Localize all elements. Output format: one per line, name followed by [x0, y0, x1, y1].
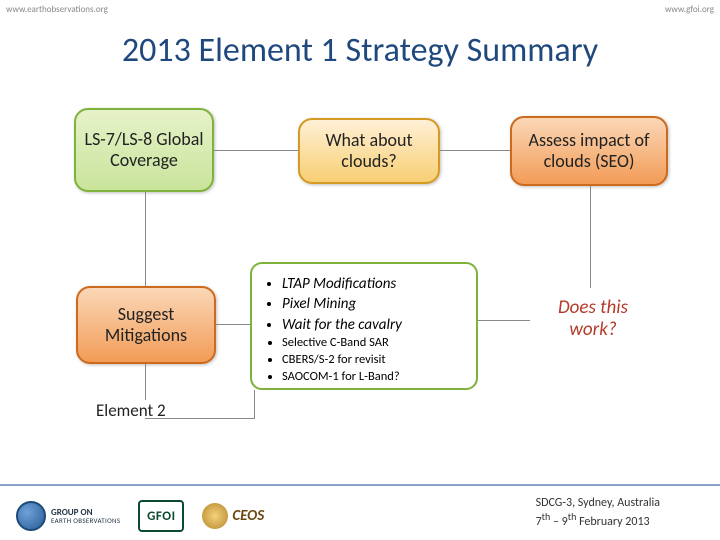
logo-geo-line2: EARTH OBSERVATIONS [51, 517, 120, 524]
box-suggest-text: Suggest Mitigations [84, 304, 208, 345]
logo-geo: GROUP ON EARTH OBSERVATIONS [16, 501, 120, 531]
box-what-about-clouds: What about clouds? [298, 118, 440, 184]
logo-row: GROUP ON EARTH OBSERVATIONS GFOI CEOS [16, 500, 264, 532]
box-ls-text: LS-7/LS-8 Global Coverage [82, 129, 206, 170]
list-item: CBERS/S-2 for revisit [282, 352, 464, 369]
connector [590, 186, 591, 288]
logo-gfoi: GFOI [138, 500, 184, 532]
connector [145, 192, 146, 286]
mitigations-panel: LTAP Modifications Pixel Mining Wait for… [250, 262, 478, 390]
box-ls-global-coverage: LS-7/LS-8 Global Coverage [74, 108, 214, 192]
connector [214, 150, 298, 151]
list-item: Wait for the cavalry [282, 315, 464, 335]
page-title: 2013 Element 1 Strategy Summary [40, 30, 680, 71]
box-work-text: Does this work? [538, 297, 648, 341]
mitigations-list: LTAP Modifications Pixel Mining Wait for… [282, 274, 464, 335]
mitigations-sublist: Selective C-Band SAR CBERS/S-2 for revis… [282, 335, 464, 386]
connector [145, 418, 255, 419]
box-assess-impact: Assess impact of clouds (SEO) [510, 116, 668, 186]
ceos-globe-icon [202, 503, 228, 529]
connector [145, 364, 146, 400]
connector [216, 324, 250, 325]
globe-icon [16, 501, 46, 531]
list-item: Pixel Mining [282, 294, 464, 314]
footer-line1: SDCG-3, Sydney, Australia [536, 496, 660, 511]
box-clouds-text: What about clouds? [306, 130, 432, 171]
connector [254, 390, 255, 418]
footer: GROUP ON EARTH OBSERVATIONS GFOI CEOS SD… [0, 484, 720, 540]
header-url-left: www.earthobservations.org [6, 4, 108, 15]
box-does-this-work: Does this work? [530, 288, 656, 350]
logo-gfoi-text: GFOI [147, 509, 175, 524]
box-assess-text: Assess impact of clouds (SEO) [518, 130, 660, 171]
connector [440, 150, 510, 151]
list-item: Selective C-Band SAR [282, 335, 464, 352]
logo-ceos: CEOS [202, 503, 264, 529]
footer-event-text: SDCG-3, Sydney, Australia 7th – 9th Febr… [536, 496, 660, 530]
connector [478, 320, 530, 321]
header-url-right: www.gfoi.org [665, 4, 714, 15]
footer-line2: 7th – 9th February 2013 [536, 511, 660, 530]
logo-ceos-text: CEOS [232, 507, 264, 525]
box-suggest-mitigations: Suggest Mitigations [76, 286, 216, 364]
logo-geo-text: GROUP ON EARTH OBSERVATIONS [51, 508, 120, 524]
list-item: SAOCOM-1 for L-Band? [282, 369, 464, 386]
list-item: LTAP Modifications [282, 274, 464, 294]
